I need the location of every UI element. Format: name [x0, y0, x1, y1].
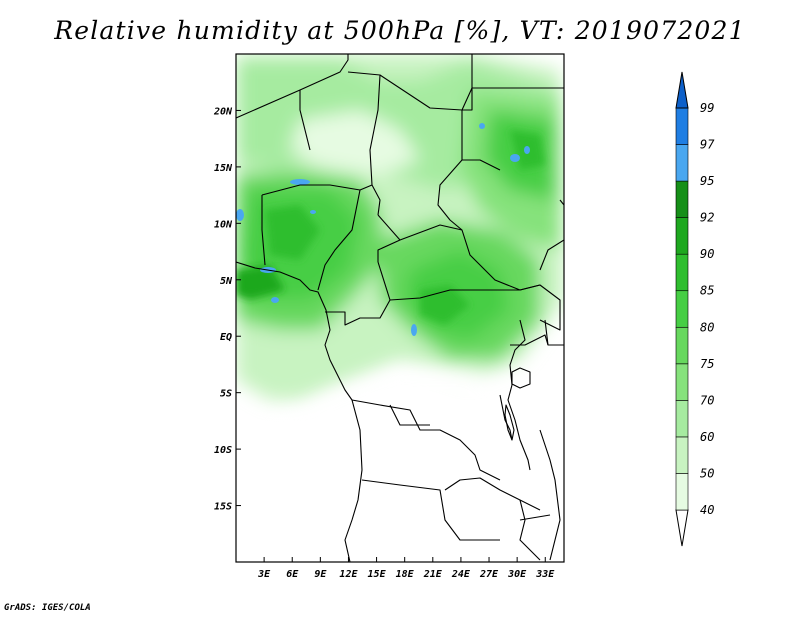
colorbar-box [675, 436, 689, 474]
y-tick-label: 10S [214, 445, 232, 456]
x-tick-label: 33E [535, 569, 555, 580]
colorbar-level-label: 92 [700, 211, 714, 225]
credit-label: GrADS: IGES/COLA [4, 603, 91, 613]
colorbar-box [675, 473, 689, 511]
axis-ticks: 3E 6E 9E 12E 15E 18E 21E 24E 27E 30E 33E 20N 15N 10N 5… [213, 106, 555, 580]
x-tick-label: 30E [507, 569, 527, 580]
colorbar-level-label: 99 [700, 101, 714, 115]
y-tick-label: EQ [220, 332, 232, 343]
colorbar-box [675, 253, 689, 292]
colorbar-level-label: 85 [700, 284, 714, 298]
chart-title: Relative humidity at 500hPa [%], VT: 201… [54, 16, 746, 45]
x-tick-label: 9E [314, 569, 327, 580]
y-tick-label: 15S [214, 502, 232, 513]
colorbar-level-label: 50 [700, 466, 714, 480]
colorbar-level-label: 75 [700, 357, 714, 371]
colorbar-box [675, 326, 689, 365]
colorbar-box [675, 144, 689, 182]
colorbar-level-label: 70 [700, 393, 714, 407]
colorbar-box [675, 400, 689, 438]
colorbar-low-arrow [675, 509, 689, 547]
colorbar-level-label: 90 [700, 247, 714, 261]
colorbar-high-arrow [675, 71, 689, 109]
colorbar-box [675, 107, 689, 145]
country-borders [236, 54, 564, 562]
colorbar-box [675, 217, 689, 255]
x-tick-label: 15E [368, 569, 387, 580]
colorbar-level-label: 40 [700, 503, 714, 517]
y-tick-label: 20N [213, 106, 233, 117]
x-tick-label: 21E [423, 569, 443, 580]
colorbar-level-label: 95 [700, 174, 714, 188]
colorbar: 40 50 60 70 75 80 85 90 92 95 97 99 [675, 71, 715, 547]
colorbar-box [675, 290, 689, 328]
x-tick-label: 27E [479, 569, 499, 580]
x-tick-label: 24E [451, 569, 471, 580]
y-tick-label: 15N [214, 163, 233, 174]
x-tick-label: 12E [339, 569, 358, 580]
humidity-peaks [236, 123, 530, 336]
y-tick-label: 5N [220, 276, 233, 287]
colorbar-box [675, 363, 689, 401]
colorbar-level-label: 80 [700, 320, 714, 334]
x-tick-label: 18E [396, 569, 415, 580]
humidity-field [236, 54, 564, 562]
map-frame [235, 53, 565, 563]
x-tick-label: 6E [286, 569, 299, 580]
y-tick-label: 10N [214, 219, 233, 230]
colorbar-level-label: 60 [700, 430, 714, 444]
x-tick-label: 3E [257, 569, 271, 580]
y-tick-label: 5S [220, 389, 232, 400]
colorbar-level-label: 97 [700, 138, 715, 152]
colorbar-box [675, 180, 689, 218]
